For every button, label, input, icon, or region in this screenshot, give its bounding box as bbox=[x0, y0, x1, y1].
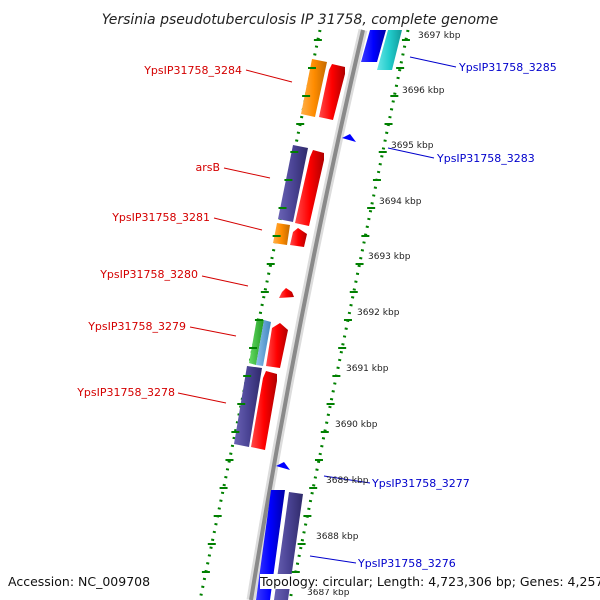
leader-arsB bbox=[223, 167, 271, 179]
tick-label: 3687 kbp bbox=[307, 588, 350, 598]
gene-label[interactable]: YpsIP31758_3284 bbox=[143, 64, 242, 77]
leader-3285 bbox=[409, 56, 457, 68]
tick-label: 3688 kbp bbox=[316, 532, 359, 542]
gene-3284-forward-cds[interactable] bbox=[319, 64, 345, 120]
map-title: Yersinia pseudotuberculosis IP 31758, co… bbox=[102, 12, 499, 28]
gene-3285-reverse-cds[interactable] bbox=[361, 30, 386, 62]
gene-label[interactable]: arsB bbox=[195, 161, 220, 174]
tick-label: 3689 kbp bbox=[326, 476, 369, 486]
topology-text: Topology: circular; Length: 4,723,306 bp… bbox=[260, 574, 600, 589]
gene-3279-forward-cds[interactable] bbox=[266, 323, 288, 368]
gene-label[interactable]: YpsIP31758_3276 bbox=[357, 557, 456, 570]
gene-3279-cog-lightblue[interactable] bbox=[256, 320, 271, 366]
tick-label: 3693 kbp bbox=[368, 252, 411, 262]
gene-label[interactable]: YpsIP31758_3278 bbox=[76, 386, 175, 399]
tick-label: 3695 kbp bbox=[391, 141, 434, 151]
gene-3280-forward-cds[interactable] bbox=[279, 288, 294, 298]
gene-3276-reverse-cds[interactable] bbox=[256, 490, 285, 600]
gene-3283-reverse-cds[interactable] bbox=[342, 134, 356, 142]
gene-label[interactable]: YpsIP31758_3279 bbox=[87, 320, 186, 333]
gene-3284-cog-block[interactable] bbox=[301, 59, 327, 117]
gene-3278-forward-cds[interactable] bbox=[251, 371, 277, 450]
tick-label: 3696 kbp bbox=[402, 86, 445, 96]
accession-text: Accession: NC_009708 bbox=[8, 574, 151, 589]
leader-3277 bbox=[323, 475, 371, 484]
gene-3285-cog-block[interactable] bbox=[377, 30, 402, 70]
tick-label: 3690 kbp bbox=[335, 420, 378, 430]
leader-3284 bbox=[245, 69, 293, 83]
tick-label: 3694 kbp bbox=[379, 197, 422, 207]
scale-ticks bbox=[201, 39, 410, 573]
leader-3283 bbox=[387, 147, 435, 159]
leader-3280 bbox=[201, 275, 249, 287]
gene-3281-cog-block[interactable] bbox=[273, 223, 290, 245]
leader-3278 bbox=[177, 392, 227, 404]
gene-label[interactable]: YpsIP31758_3277 bbox=[371, 477, 470, 490]
gene-3277-reverse-cds[interactable] bbox=[276, 462, 290, 470]
gene-arsB-cog-block[interactable] bbox=[278, 145, 308, 222]
tick-label: 3691 kbp bbox=[346, 364, 389, 374]
gene-3281-forward-cds[interactable] bbox=[290, 228, 307, 247]
gene-label[interactable]: YpsIP31758_3285 bbox=[458, 61, 557, 74]
gene-label[interactable]: YpsIP31758_3281 bbox=[111, 211, 210, 224]
leader-3276 bbox=[309, 555, 357, 564]
gene-3278-cog-block[interactable] bbox=[234, 366, 262, 447]
gene-label[interactable]: YpsIP31758_3280 bbox=[99, 268, 198, 281]
gene-label[interactable]: YpsIP31758_3283 bbox=[436, 152, 535, 165]
gene-3279-cog-green[interactable] bbox=[249, 318, 264, 365]
backbone bbox=[249, 29, 365, 600]
tick-label: 3697 kbp bbox=[418, 31, 461, 41]
gene-3276-cog-block[interactable] bbox=[274, 492, 303, 600]
gene-arsB-forward-cds[interactable] bbox=[295, 150, 324, 226]
leader-3281 bbox=[213, 217, 263, 231]
tick-label: 3692 kbp bbox=[357, 308, 400, 318]
leader-3279 bbox=[189, 326, 237, 337]
